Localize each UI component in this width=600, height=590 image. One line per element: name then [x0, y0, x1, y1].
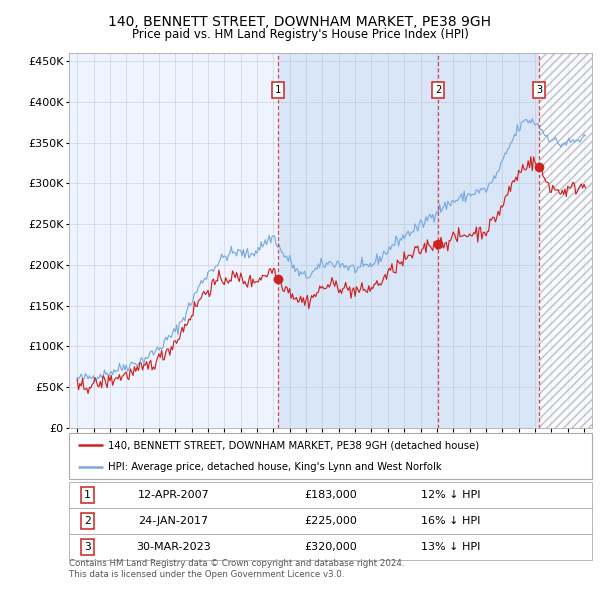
Text: Contains HM Land Registry data © Crown copyright and database right 2024.: Contains HM Land Registry data © Crown c…: [69, 559, 404, 568]
Text: Price paid vs. HM Land Registry's House Price Index (HPI): Price paid vs. HM Land Registry's House …: [131, 28, 469, 41]
Text: 2: 2: [84, 516, 91, 526]
Text: 1: 1: [84, 490, 91, 500]
Text: HPI: Average price, detached house, King's Lynn and West Norfolk: HPI: Average price, detached house, King…: [108, 461, 442, 471]
Text: 140, BENNETT STREET, DOWNHAM MARKET, PE38 9GH: 140, BENNETT STREET, DOWNHAM MARKET, PE3…: [109, 15, 491, 29]
Bar: [539, 21, 592, 428]
Text: This data is licensed under the Open Government Licence v3.0.: This data is licensed under the Open Gov…: [69, 571, 344, 579]
Text: £183,000: £183,000: [304, 490, 357, 500]
Text: 140, BENNETT STREET, DOWNHAM MARKET, PE38 9GH (detached house): 140, BENNETT STREET, DOWNHAM MARKET, PE3…: [108, 441, 479, 451]
Text: 1: 1: [275, 85, 281, 95]
Bar: [278, 53, 539, 428]
Text: 24-JAN-2017: 24-JAN-2017: [139, 516, 209, 526]
Text: 2: 2: [435, 85, 441, 95]
Text: 16% ↓ HPI: 16% ↓ HPI: [421, 516, 481, 526]
Text: 12% ↓ HPI: 12% ↓ HPI: [421, 490, 481, 500]
Text: £225,000: £225,000: [304, 516, 357, 526]
Text: 3: 3: [84, 542, 91, 552]
Text: 13% ↓ HPI: 13% ↓ HPI: [421, 542, 481, 552]
Text: 30-MAR-2023: 30-MAR-2023: [136, 542, 211, 552]
Text: 3: 3: [536, 85, 542, 95]
Text: 12-APR-2007: 12-APR-2007: [138, 490, 209, 500]
Text: £320,000: £320,000: [304, 542, 357, 552]
